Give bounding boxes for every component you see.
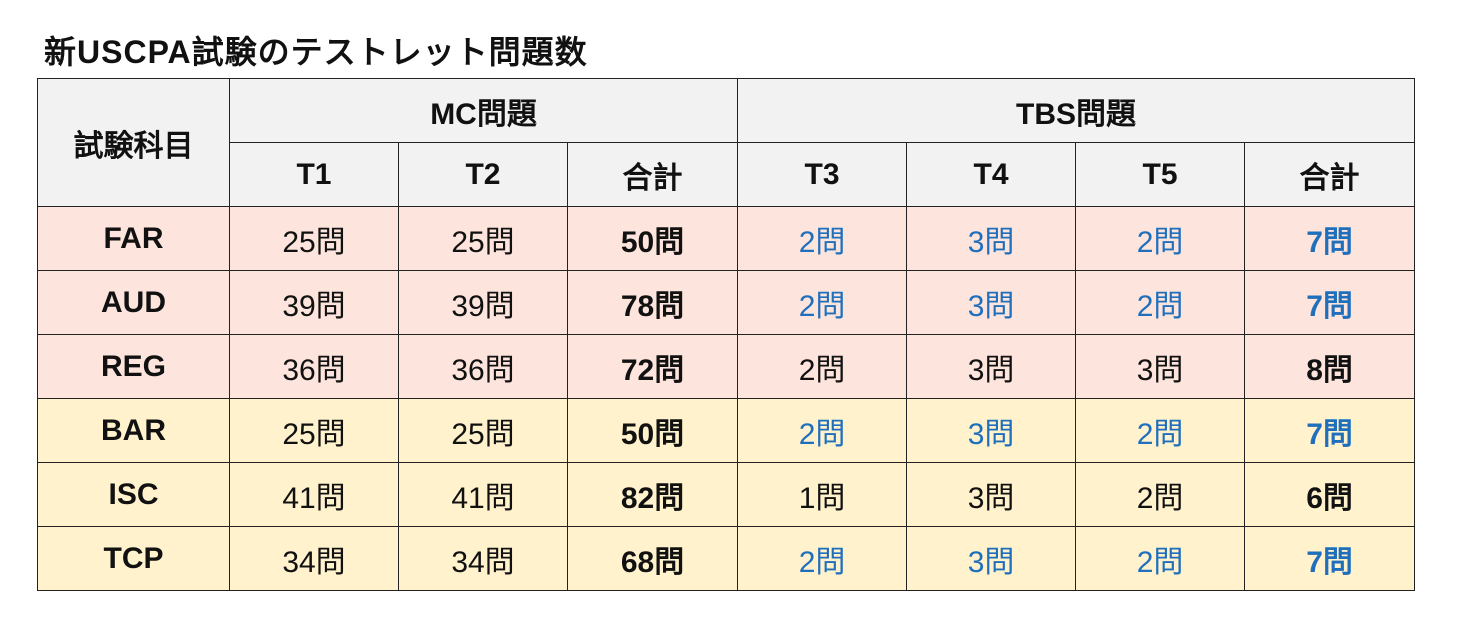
total-cell: 50問 xyxy=(566,398,739,463)
table-cell: 3問 xyxy=(906,398,1077,463)
total-cell: 6問 xyxy=(1244,462,1416,527)
question-count-table: 試験科目 MC問題 TBS問題 T1 T2 合計 T3 T4 T5 合計 FAR… xyxy=(37,78,1416,591)
table-cell: 2問 xyxy=(1075,270,1246,335)
table-cell: 34問 xyxy=(398,526,568,591)
table-cell: 41問 xyxy=(229,462,399,527)
total-cell: 7問 xyxy=(1244,526,1416,591)
subject-cell: BAR xyxy=(37,398,230,463)
table-cell: 41問 xyxy=(398,462,568,527)
total-cell: 7問 xyxy=(1244,206,1416,271)
table-cell: 25問 xyxy=(229,398,399,463)
table-cell: 36問 xyxy=(229,334,399,399)
total-cell: 7問 xyxy=(1244,398,1416,463)
column-header: T2 xyxy=(398,142,568,207)
table-row: FAR 25問 25問 50問 2問 3問 2問 7問 xyxy=(37,206,1416,271)
total-cell: 82問 xyxy=(566,462,739,527)
table-cell: 3問 xyxy=(906,526,1077,591)
column-header: T1 xyxy=(229,142,399,207)
table-cell: 2問 xyxy=(1075,462,1246,527)
table-cell: 3問 xyxy=(906,270,1077,335)
table-cell: 36問 xyxy=(398,334,568,399)
table-cell: 3問 xyxy=(1075,334,1246,399)
page-title: 新USCPA試験のテストレット問題数 xyxy=(44,34,588,70)
table-cell: 25問 xyxy=(398,398,568,463)
total-cell: 78問 xyxy=(566,270,739,335)
subject-header: 試験科目 xyxy=(37,78,230,207)
subject-cell: TCP xyxy=(37,526,230,591)
table-cell: 2問 xyxy=(737,334,908,399)
total-cell: 50問 xyxy=(566,206,739,271)
table-cell: 2問 xyxy=(1075,398,1246,463)
table-row: BAR 25問 25問 50問 2問 3問 2問 7問 xyxy=(37,398,1416,463)
total-cell: 72問 xyxy=(566,334,739,399)
column-header: 合計 xyxy=(566,142,739,207)
table-cell: 2問 xyxy=(1075,526,1246,591)
column-header: T4 xyxy=(906,142,1077,207)
table-cell: 39問 xyxy=(229,270,399,335)
table-cell: 2問 xyxy=(737,526,908,591)
total-cell: 68問 xyxy=(566,526,739,591)
table-row: ISC 41問 41問 82問 1問 3問 2問 6問 xyxy=(37,462,1416,527)
table-cell: 25問 xyxy=(229,206,399,271)
column-header: T5 xyxy=(1075,142,1246,207)
total-cell: 8問 xyxy=(1244,334,1416,399)
subject-cell: AUD xyxy=(37,270,230,335)
column-header: 合計 xyxy=(1244,142,1416,207)
table-cell: 3問 xyxy=(906,334,1077,399)
table-cell: 2問 xyxy=(737,398,908,463)
table-cell: 39問 xyxy=(398,270,568,335)
table-cell: 2問 xyxy=(737,270,908,335)
table-cell: 2問 xyxy=(1075,206,1246,271)
tbs-group-header: TBS問題 xyxy=(737,78,1416,143)
subject-cell: REG xyxy=(37,334,230,399)
table-cell: 34問 xyxy=(229,526,399,591)
column-header: T3 xyxy=(737,142,908,207)
table-row: TCP 34問 34問 68問 2問 3問 2問 7問 xyxy=(37,526,1416,591)
subject-cell: ISC xyxy=(37,462,230,527)
table-row: AUD 39問 39問 78問 2問 3問 2問 7問 xyxy=(37,270,1416,335)
table-cell: 25問 xyxy=(398,206,568,271)
table-cell: 3問 xyxy=(906,206,1077,271)
table-row: REG 36問 36問 72問 2問 3問 3問 8問 xyxy=(37,334,1416,399)
table-cell: 1問 xyxy=(737,462,908,527)
table-cell: 3問 xyxy=(906,462,1077,527)
total-cell: 7問 xyxy=(1244,270,1416,335)
subject-cell: FAR xyxy=(37,206,230,271)
mc-group-header: MC問題 xyxy=(228,78,739,143)
table-cell: 2問 xyxy=(737,206,908,271)
